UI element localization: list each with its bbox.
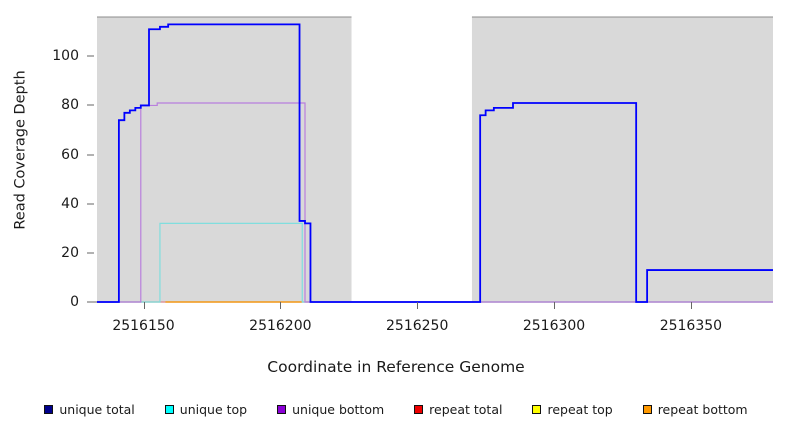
- y-tick-label: 100: [52, 48, 79, 65]
- legend-label: repeat total: [429, 401, 503, 417]
- x-tick-mark: [417, 302, 419, 309]
- x-tick-label: 2516350: [659, 318, 723, 334]
- x-axis-title: Coordinate in Reference Genome: [267, 358, 525, 376]
- legend-item[interactable]: repeat total: [414, 402, 502, 417]
- legend-item[interactable]: unique top: [164, 401, 248, 417]
- legend-swatch-icon: [44, 404, 54, 414]
- legend-swatch-icon: [642, 404, 652, 414]
- legend-swatch-icon: [414, 404, 424, 414]
- y-tick-mark: [87, 154, 94, 156]
- plot-area: [87, 16, 773, 303]
- legend-label: repeat top: [547, 401, 613, 417]
- x-tick-label: 2516150: [112, 318, 175, 334]
- panel-shade-0: [97, 17, 352, 302]
- y-tick-label: 60: [61, 146, 79, 163]
- legend-item[interactable]: unique total: [44, 401, 135, 417]
- panel-shade-1: [471, 17, 773, 302]
- y-tick-mark: [87, 301, 94, 303]
- chart-legend: unique total unique top unique bottom repea…: [0, 398, 792, 420]
- legend-swatch-icon: [532, 404, 542, 414]
- y-tick-mark: [87, 252, 94, 254]
- x-tick-label: 2516250: [386, 318, 449, 334]
- legend-label: repeat bottom: [657, 401, 748, 417]
- legend-swatch-icon: [164, 404, 174, 414]
- x-tick-mark: [143, 302, 145, 309]
- x-tick-label: 2516200: [249, 318, 312, 334]
- y-tick-label: 80: [61, 97, 79, 114]
- y-tick-mark: [87, 55, 94, 57]
- legend-swatch-icon: [277, 404, 287, 414]
- legend-label: unique bottom: [292, 401, 385, 417]
- y-tick-mark: [87, 203, 94, 205]
- x-tick-mark: [690, 302, 692, 309]
- legend-item[interactable]: unique bottom: [277, 402, 384, 417]
- series-line-unique-total: [97, 23, 773, 303]
- legend-label: unique top: [179, 401, 248, 417]
- legend-label: unique total: [59, 401, 135, 417]
- x-tick-label: 2516300: [522, 318, 586, 334]
- legend-item[interactable]: repeat top: [532, 401, 613, 417]
- x-tick-mark: [554, 302, 556, 309]
- y-tick-mark: [87, 104, 94, 106]
- x-tick-mark: [280, 302, 282, 309]
- y-tick-label: 0: [70, 294, 79, 310]
- y-tick-label: 20: [61, 244, 79, 261]
- y-tick-label: 40: [61, 195, 79, 212]
- legend-item[interactable]: repeat bottom: [642, 401, 748, 417]
